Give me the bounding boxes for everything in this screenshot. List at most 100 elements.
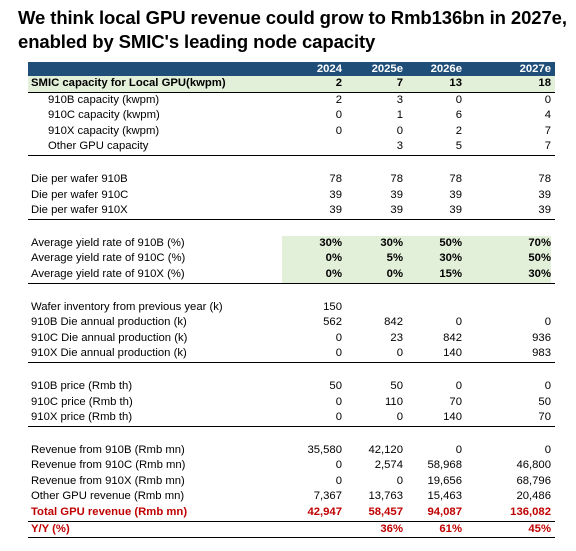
- table-cell: 50%: [403, 235, 462, 252]
- table-cell: 39: [449, 188, 462, 201]
- table-cell: 78: [390, 172, 403, 185]
- table-cell: 39: [390, 188, 403, 201]
- table-cell: 18: [538, 77, 551, 89]
- table-cell: 20,486: [516, 490, 551, 503]
- table-row: 910B capacity (kwpm) 2 3 0 0: [28, 93, 555, 109]
- table-cell: 0: [544, 93, 551, 106]
- table-cell: 58,968: [427, 459, 462, 472]
- table-cell: 0: [335, 347, 342, 360]
- table-cell: 7,367: [313, 490, 342, 503]
- row-label: 910C Die annual production (k): [31, 331, 188, 344]
- table-cell: 70: [449, 395, 462, 408]
- table-cell: 0: [455, 443, 462, 456]
- table-row: SMIC capacity for Local GPU(kwpm) 2 7 13 18: [28, 76, 555, 93]
- row-label: Revenue from 910X (Rmb mn): [31, 474, 185, 487]
- table-row: 910X capacity (kwpm) 0 0 2 7: [28, 124, 555, 140]
- table-cell: 13,763: [368, 490, 403, 503]
- table-cell: 78: [538, 172, 551, 185]
- table-cell: 30%: [403, 251, 462, 267]
- table-cell: 19,656: [427, 474, 462, 487]
- table-cell: 70%: [462, 235, 551, 252]
- row-label: Average yield rate of 910X (%): [31, 267, 185, 280]
- row-label: 910C price (Rmb th): [31, 395, 133, 408]
- table-row: Y/Y (%) 36% 61% 45%: [28, 522, 555, 539]
- table-cell: 36%: [380, 522, 403, 535]
- table-cell: 7: [396, 77, 403, 89]
- row-label: Y/Y (%): [31, 522, 70, 535]
- table-cell: 30%: [462, 266, 551, 283]
- page-title: We think local GPU revenue could grow to…: [18, 7, 567, 52]
- table-cell: 0: [544, 443, 551, 456]
- table-cell: 0: [455, 316, 462, 329]
- table-cell: 39: [329, 188, 342, 201]
- table-cell: 15,463: [427, 490, 462, 503]
- group-spacer: [28, 220, 555, 236]
- table-cell: 50: [390, 379, 403, 392]
- table-cell: 2,574: [374, 459, 403, 472]
- table-row: Die per wafer 910B 78 78 78 78: [28, 172, 555, 188]
- table-cell: 0%: [282, 251, 342, 267]
- table-cell: 2: [335, 93, 342, 106]
- column-header: 2025e: [371, 63, 403, 75]
- table-row: 910X price (Rmb th) 0 0 140 70: [28, 410, 555, 427]
- table-cell: 39: [538, 188, 551, 201]
- table-cell: 46,800: [516, 459, 551, 472]
- table-row: 910C capacity (kwpm) 0 1 6 4: [28, 108, 555, 124]
- table-cell: 0%: [342, 266, 403, 283]
- table-cell: 0: [335, 395, 342, 408]
- table-cell: 0: [396, 411, 403, 424]
- table-cell: 110: [384, 395, 403, 408]
- row-label: 910X price (Rmb th): [31, 411, 133, 424]
- table-row: 910B price (Rmb th) 50 50 0 0: [28, 379, 555, 395]
- table-cell: 78: [329, 172, 342, 185]
- column-header: 2026e: [430, 63, 462, 75]
- table-cell: 0%: [282, 266, 342, 283]
- row-label: 910B price (Rmb th): [31, 379, 133, 392]
- row-label: 910C capacity (kwpm): [48, 109, 160, 122]
- table-cell: 3: [396, 140, 403, 153]
- row-label: Die per wafer 910B: [31, 172, 128, 185]
- row-label: Revenue from 910C (Rmb mn): [31, 459, 186, 472]
- table-cell: 42,120: [368, 443, 403, 456]
- table-row: Total GPU revenue (Rmb mn) 42,947 58,457 94…: [28, 505, 555, 522]
- table-cell: 0: [396, 474, 403, 487]
- table-cell: 1: [396, 109, 403, 122]
- table-cell: 7: [544, 140, 551, 153]
- table-cell: 23: [390, 331, 403, 344]
- table-row: 910B Die annual production (k) 562 842 0 0: [28, 315, 555, 331]
- table-cell: 61%: [439, 522, 462, 535]
- row-label: Die per wafer 910X: [31, 204, 128, 217]
- capacity-revenue-table: 2024 2025e 2026e 2027e SMIC capacity for…: [28, 62, 555, 539]
- table-cell: 39: [538, 204, 551, 217]
- table-cell: 140: [443, 411, 462, 424]
- table-cell: 50%: [462, 251, 551, 267]
- table-cell: 983: [532, 347, 551, 360]
- table-cell: 136,082: [510, 506, 551, 519]
- table-cell: 562: [323, 316, 342, 329]
- row-label: SMIC capacity for Local GPU(kwpm): [31, 77, 226, 89]
- table-cell: 94,087: [427, 506, 462, 519]
- table-cell: 4: [544, 109, 551, 122]
- table-cell: 45%: [528, 522, 551, 535]
- table-cell: 0: [335, 124, 342, 137]
- row-label: Other GPU revenue (Rmb mn): [31, 490, 185, 503]
- table-cell: 0: [455, 93, 462, 106]
- table-cell: 15%: [403, 266, 462, 283]
- table-cell: 35,580: [307, 443, 342, 456]
- table-row: Die per wafer 910C 39 39 39 39: [28, 188, 555, 204]
- table-cell: 0: [335, 331, 342, 344]
- table-cell: 39: [329, 204, 342, 217]
- group-spacer: [28, 156, 555, 172]
- group-spacer: [28, 427, 555, 443]
- table-row: Average yield rate of 910B (%) 30% 30% 50% 7…: [28, 235, 555, 252]
- row-label: Total GPU revenue (Rmb mn): [31, 506, 188, 519]
- table-row: Average yield rate of 910X (%) 0% 0% 15% 30%: [28, 266, 555, 284]
- row-label: Revenue from 910B (Rmb mn): [31, 443, 185, 456]
- table-cell: 70: [538, 411, 551, 424]
- group-spacer: [28, 363, 555, 379]
- table-row: 910X Die annual production (k) 0 0 140 983: [28, 346, 555, 363]
- table-cell: 2: [335, 77, 342, 89]
- table-cell: 68,796: [516, 474, 551, 487]
- row-label: Other GPU capacity: [48, 140, 149, 153]
- table-cell: 842: [384, 316, 403, 329]
